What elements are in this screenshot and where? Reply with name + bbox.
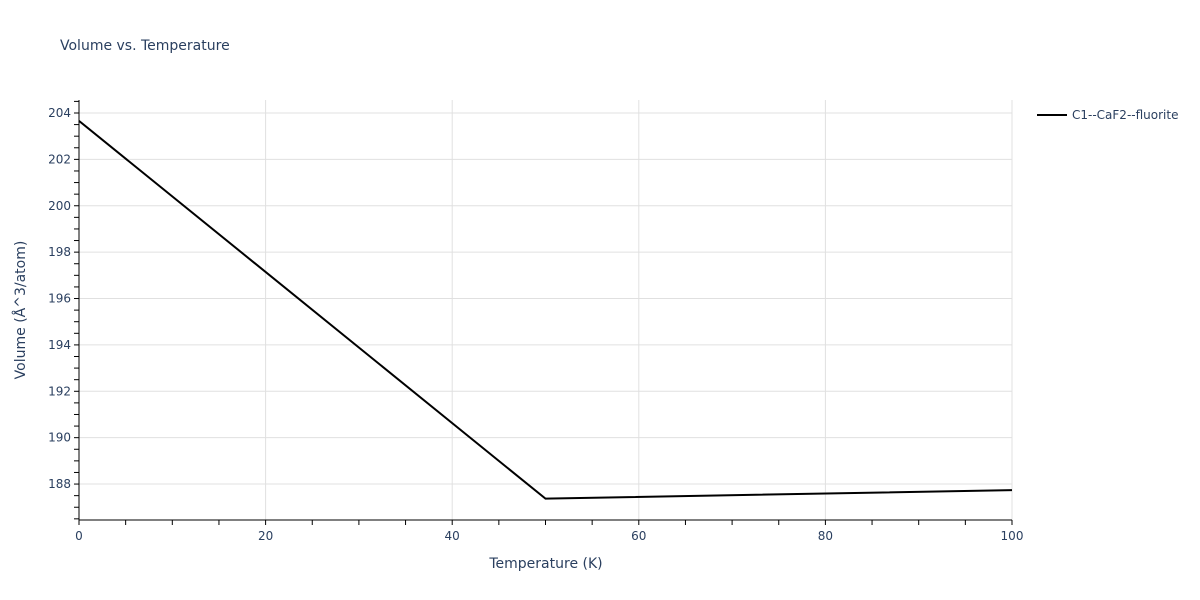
series-layer <box>78 120 1013 500</box>
x-axis-label: Temperature (K) <box>488 556 602 572</box>
legend-label: C1--CaF2--fluorite <box>1072 108 1178 122</box>
x-tick-label: 80 <box>818 529 833 543</box>
y-tick-label: 190 <box>48 431 71 445</box>
x-tick-label: 40 <box>445 529 460 543</box>
x-tick-label: 100 <box>1001 529 1024 543</box>
y-tick-label: 196 <box>48 292 71 306</box>
y-tick-label: 204 <box>48 106 71 120</box>
y-tick-label: 202 <box>48 152 71 166</box>
y-tick-label: 200 <box>48 199 71 213</box>
axes: 0 20 40 60 80 100 188 190 192 194 196 198 200 202 204 <box>48 100 1023 543</box>
x-tick-label: 0 <box>75 529 83 543</box>
y-tick-label: 192 <box>48 384 71 398</box>
y-tick-label: 188 <box>48 477 71 491</box>
series-line <box>78 120 1013 500</box>
x-tick-label: 60 <box>631 529 646 543</box>
y-tick-label: 198 <box>48 245 71 259</box>
y-axis-label: Volume (Å^3/atom) <box>12 241 29 380</box>
grid <box>79 100 1013 520</box>
chart-title: Volume vs. Temperature <box>60 38 230 54</box>
x-tick-label: 20 <box>258 529 273 543</box>
legend[interactable]: C1--CaF2--fluorite <box>1037 108 1178 122</box>
y-tick-label: 194 <box>48 338 71 352</box>
